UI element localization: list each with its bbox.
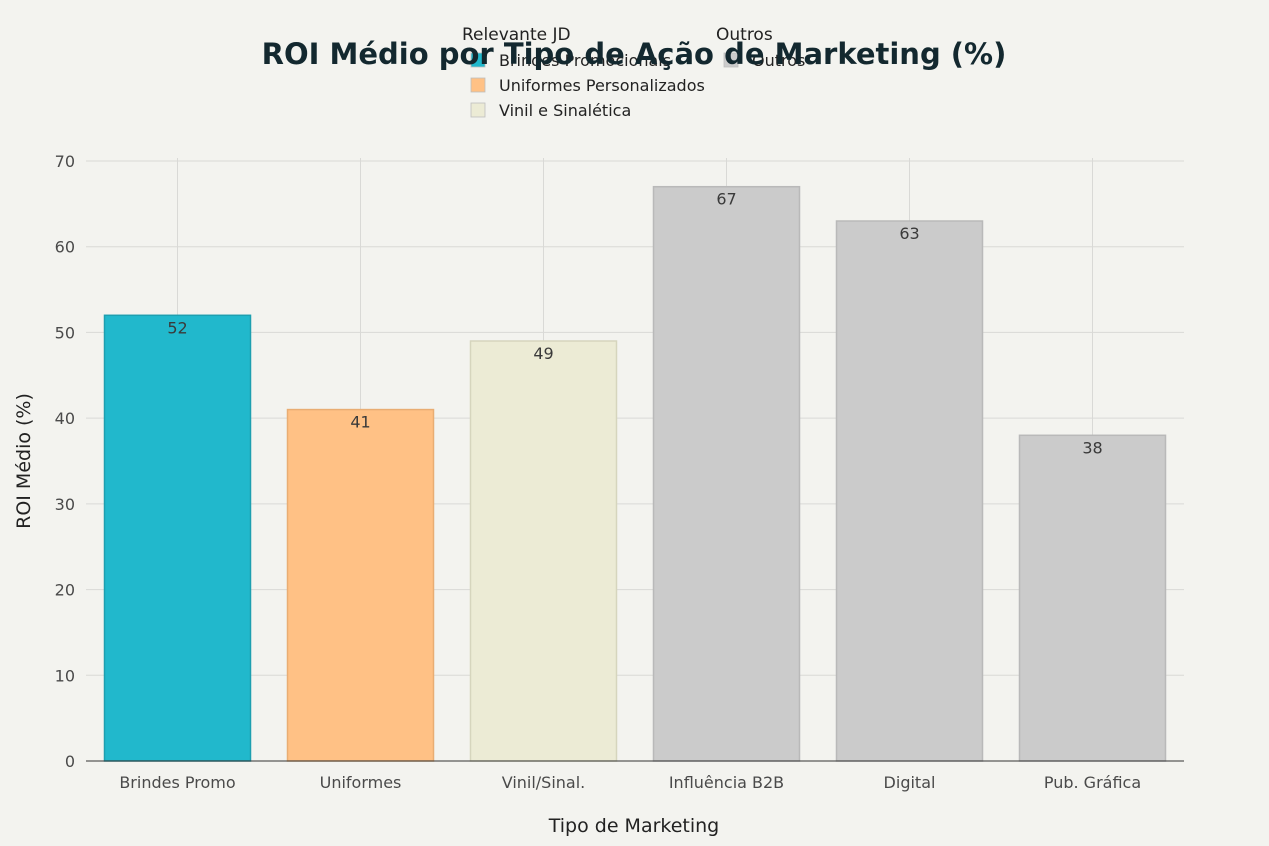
- bar: [1018, 434, 1167, 762]
- bars: [103, 185, 1167, 762]
- y-tick-label: 0: [65, 752, 75, 771]
- data-label: 67: [716, 190, 736, 209]
- legend-group-title: Relevante JD: [462, 25, 571, 45]
- legend-item-label: Vinil e Sinalética: [499, 101, 631, 120]
- legend-swatch: [723, 52, 739, 68]
- bar: [652, 185, 801, 762]
- y-tick-label: 30: [55, 495, 75, 514]
- legend: Relevante JD Brindes Promocionais Uniforme…: [462, 25, 805, 120]
- x-tick-label: Influência B2B: [669, 773, 784, 792]
- x-axis-title: Tipo de Marketing: [548, 815, 720, 837]
- legend-group-title: Outros: [716, 25, 773, 45]
- bar: [835, 220, 984, 762]
- y-tick-label: 20: [55, 581, 75, 600]
- chart-title: ROI Médio por Tipo de Ação de Marketing …: [262, 37, 1007, 71]
- x-tick-label: Digital: [884, 773, 936, 792]
- data-label: 38: [1082, 438, 1102, 457]
- x-tick-label: Vinil/Sinal.: [502, 773, 586, 792]
- legend-item-label: Brindes Promocionais: [499, 51, 671, 70]
- legend-item-label: Uniformes Personalizados: [499, 76, 705, 95]
- legend-item-label: Outros: [752, 51, 805, 70]
- y-tick-label: 10: [55, 666, 75, 685]
- data-label: 49: [533, 344, 553, 363]
- data-labels: 52 41 49 67 63 38: [167, 190, 1102, 458]
- x-tick-label: Pub. Gráfica: [1044, 773, 1141, 792]
- y-tick-label: 40: [55, 409, 75, 428]
- bar: [103, 314, 252, 762]
- data-label: 63: [899, 224, 919, 243]
- legend-swatch: [470, 102, 486, 118]
- x-tick-label: Uniformes: [320, 773, 402, 792]
- data-label: 52: [167, 318, 187, 337]
- x-tick-label: Brindes Promo: [119, 773, 235, 792]
- y-tick-label: 70: [55, 152, 75, 171]
- legend-swatch: [470, 52, 486, 68]
- data-label: 41: [350, 413, 370, 432]
- legend-swatch: [470, 77, 486, 93]
- y-axis-title: ROI Médio (%): [13, 393, 35, 529]
- y-tick-label: 60: [55, 238, 75, 257]
- bar: [469, 340, 618, 762]
- axes: 0 10 20 30 40 50 60 70 Brindes Promo Uniformes Vin…: [55, 152, 1184, 792]
- bar: [286, 408, 435, 762]
- y-tick-label: 50: [55, 323, 75, 342]
